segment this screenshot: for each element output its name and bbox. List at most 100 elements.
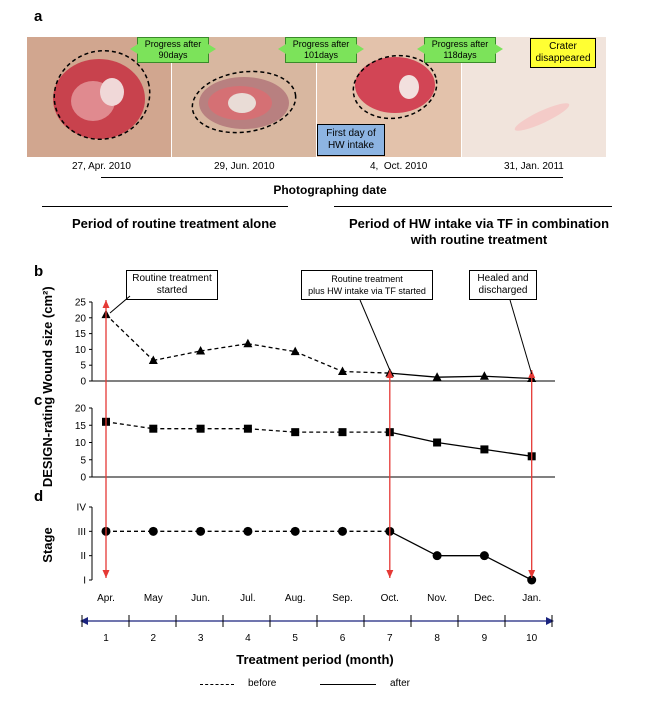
data-point-square bbox=[291, 428, 300, 437]
data-point-triangle bbox=[432, 372, 442, 381]
treatment-axis-right-arrow bbox=[546, 617, 554, 625]
data-point-circle bbox=[290, 526, 300, 536]
data-point-square bbox=[196, 424, 205, 433]
data-point-triangle bbox=[290, 346, 300, 356]
panel-d-letter: d bbox=[34, 488, 44, 505]
period-routine-line bbox=[42, 206, 288, 207]
series-segment bbox=[437, 375, 485, 378]
month-label: Dec. bbox=[474, 593, 495, 604]
series-segment bbox=[437, 441, 485, 451]
callout-leader-1 bbox=[109, 295, 131, 314]
month-label: May bbox=[144, 593, 163, 604]
series-segment bbox=[294, 351, 343, 373]
series-segment bbox=[153, 350, 201, 362]
series-segment bbox=[200, 343, 248, 352]
data-point-circle bbox=[243, 526, 253, 536]
y-axis-label: DESIGN-rating bbox=[40, 397, 55, 487]
progress-90days-label: Progress after 90days bbox=[130, 37, 216, 63]
callout-healed: Healed and discharged bbox=[469, 270, 537, 300]
series-segment bbox=[484, 375, 532, 380]
month-label: Jan. bbox=[522, 593, 541, 604]
month-label: Apr. bbox=[97, 593, 115, 604]
series-segment bbox=[484, 448, 532, 457]
callout-leader-3 bbox=[509, 299, 533, 375]
callout-leader-2 bbox=[359, 299, 391, 371]
data-point-triangle bbox=[196, 345, 206, 355]
data-point-circle bbox=[479, 551, 489, 561]
y-tick-label: 0 bbox=[80, 473, 86, 484]
crater-disappeared-label: Crater disappeared bbox=[530, 38, 596, 68]
y-tick-label: 10 bbox=[75, 345, 87, 356]
y-tick-label: 15 bbox=[75, 421, 87, 432]
photo-date-4: 31, Jan. 2011 bbox=[504, 161, 564, 172]
month-label: Sep. bbox=[332, 593, 353, 604]
y-tick-label: 0 bbox=[80, 377, 86, 388]
progress-101days-label: Progress after 101days bbox=[278, 37, 364, 63]
period-tick-label: 10 bbox=[526, 633, 538, 644]
y-tick-label: 5 bbox=[80, 455, 86, 466]
y-tick-label: IV bbox=[77, 503, 87, 514]
period-tick-label: 3 bbox=[198, 633, 204, 644]
series-segment bbox=[484, 555, 532, 581]
y-tick-label: I bbox=[83, 576, 86, 587]
month-label: Nov. bbox=[427, 593, 447, 604]
red-arrow-head-top-2 bbox=[386, 370, 394, 378]
photo-date-3: 4, Oct. 2010 bbox=[370, 161, 428, 172]
series-segment bbox=[247, 428, 296, 433]
data-point-circle bbox=[148, 526, 158, 536]
red-arrow-head-bottom-1 bbox=[102, 570, 110, 578]
month-label: Jul. bbox=[240, 593, 256, 604]
legend-before-label: before bbox=[248, 678, 277, 689]
x-axis-title: Treatment period (month) bbox=[236, 652, 393, 667]
panel-b-letter: b bbox=[34, 263, 44, 280]
y-tick-label: 5 bbox=[80, 361, 86, 372]
series-segment bbox=[389, 530, 438, 557]
series-segment bbox=[105, 314, 154, 361]
red-arrow-head-top-1 bbox=[102, 300, 110, 308]
y-axis-label: Wound size (cm²) bbox=[40, 286, 55, 393]
progress-118days-label: Progress after 118days bbox=[417, 37, 503, 63]
red-arrow-head-bottom-2 bbox=[386, 570, 394, 578]
y-tick-label: II bbox=[80, 551, 86, 562]
legend-after-label: after bbox=[390, 678, 411, 689]
month-label: Oct. bbox=[381, 593, 399, 604]
callout-routine-started: Routine treatment started bbox=[126, 270, 218, 300]
period-tick-label: 7 bbox=[387, 633, 393, 644]
data-point-circle bbox=[527, 575, 537, 585]
panel-a-letter: a bbox=[34, 8, 43, 25]
series-segment bbox=[389, 372, 438, 378]
y-axis-label: Stage bbox=[40, 527, 55, 562]
photo-date-2: 29, Jun. 2010 bbox=[214, 161, 275, 172]
period-hw-line bbox=[334, 206, 612, 207]
data-point-square bbox=[433, 438, 442, 447]
data-point-triangle bbox=[148, 355, 158, 364]
first-day-hw-label: First day of HW intake bbox=[317, 124, 385, 156]
y-tick-label: 20 bbox=[75, 404, 87, 415]
period-routine-label: Period of routine treatment alone bbox=[72, 216, 277, 231]
month-label: Aug. bbox=[285, 593, 306, 604]
y-tick-label: 25 bbox=[75, 298, 87, 309]
data-point-triangle bbox=[479, 371, 489, 380]
data-point-square bbox=[243, 424, 252, 433]
series-segment bbox=[342, 370, 390, 374]
y-tick-label: 15 bbox=[75, 329, 87, 340]
data-point-square bbox=[338, 428, 347, 437]
period-tick-label: 5 bbox=[292, 633, 298, 644]
data-point-square bbox=[149, 424, 158, 433]
period-tick-label: 4 bbox=[245, 633, 251, 644]
period-tick-label: 9 bbox=[482, 633, 488, 644]
series-segment bbox=[105, 421, 154, 430]
y-tick-label: 20 bbox=[75, 313, 87, 324]
data-point-triangle bbox=[243, 338, 253, 348]
period-tick-label: 2 bbox=[151, 633, 157, 644]
y-tick-label: 10 bbox=[75, 438, 87, 449]
legend-before-line bbox=[200, 684, 234, 685]
callout-hw-started: Routine treatment plus HW intake via TF … bbox=[301, 270, 433, 300]
treatment-axis-left-arrow bbox=[80, 617, 88, 625]
data-point-triangle bbox=[338, 366, 347, 376]
legend-after-line bbox=[320, 684, 376, 685]
period-hw-label: Period of HW intake via TF in combinatio… bbox=[348, 216, 610, 247]
y-tick-label: III bbox=[78, 527, 86, 538]
panel-c-letter: c bbox=[34, 392, 43, 409]
data-point-circle bbox=[338, 526, 347, 536]
